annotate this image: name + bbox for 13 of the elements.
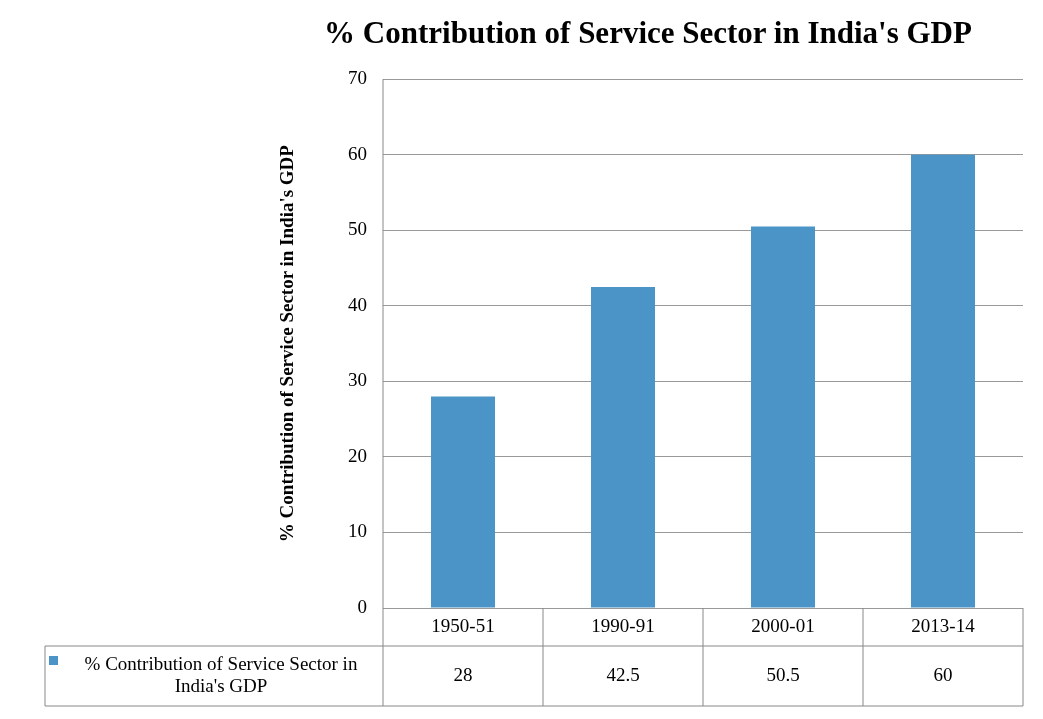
bar xyxy=(911,154,975,608)
y-tick-label: 40 xyxy=(348,293,367,315)
y-tick-label: 30 xyxy=(348,369,367,391)
chart-title: % Contribution of Service Sector in India's GDP xyxy=(324,14,972,50)
y-axis-title: % Contribution of Service Sector in India's GDP xyxy=(276,144,298,543)
bar xyxy=(591,286,655,608)
y-tick-label: 60 xyxy=(348,142,367,164)
y-tick-label: 10 xyxy=(348,520,367,542)
bar xyxy=(431,396,495,608)
bar xyxy=(751,226,815,608)
y-tick-label: 70 xyxy=(348,67,367,89)
y-tick-label: 50 xyxy=(348,218,367,240)
y-tick-label: 20 xyxy=(348,444,367,466)
